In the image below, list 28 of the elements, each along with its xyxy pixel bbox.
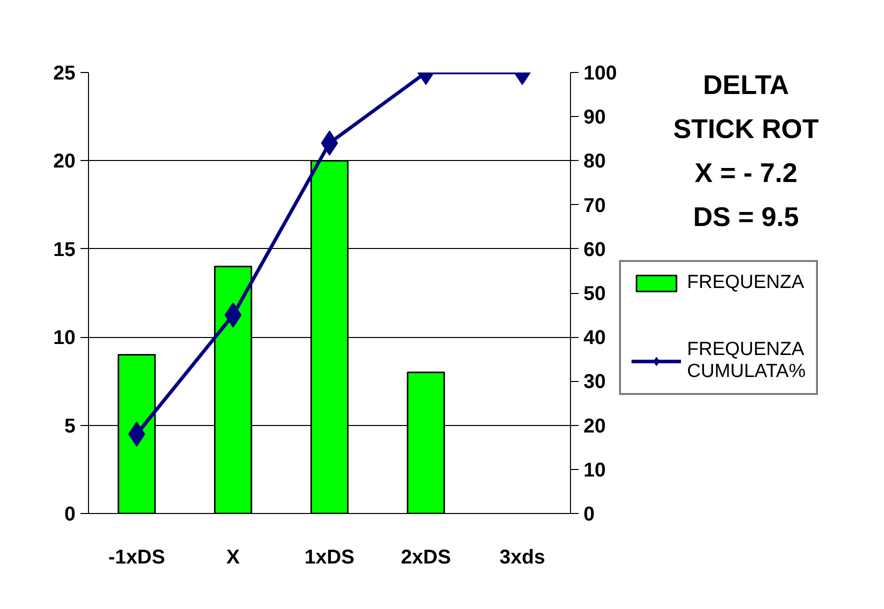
y-tick-label: 20 xyxy=(53,150,76,173)
y2-tick-label: 40 xyxy=(584,327,606,350)
y-tick-label: 15 xyxy=(53,238,76,261)
legend-label: FREQUENZA CUMULATA% xyxy=(687,339,806,383)
y-tick-label: 5 xyxy=(64,415,76,438)
text: X = - 7.2 xyxy=(694,157,798,190)
y2-tick-label: 60 xyxy=(584,238,606,261)
y2-tick-label: 20 xyxy=(584,415,606,438)
x-tick-label: X xyxy=(226,546,240,568)
text: DS = 9.5 xyxy=(692,201,800,234)
x-tick-label: 1xDS xyxy=(304,546,355,568)
y-tick-label: 25 xyxy=(53,62,76,84)
y-tick-label: 10 xyxy=(53,327,76,350)
y2-tick-label: 100 xyxy=(584,62,617,84)
x-tick-label: -1xDS xyxy=(108,546,166,568)
y2-tick-label: 70 xyxy=(584,194,606,217)
legend-label: FREQUENZA xyxy=(687,272,804,294)
text: DELTA xyxy=(702,69,790,102)
y2-tick-label: 0 xyxy=(584,504,595,526)
x-tick-label: 3xds xyxy=(500,546,546,568)
y2-tick-label: 80 xyxy=(584,150,606,173)
text: STICK ROT xyxy=(673,113,819,146)
y2-tick-label: 10 xyxy=(584,459,606,482)
y2-tick-label: 30 xyxy=(584,371,606,394)
y2-tick-label: 90 xyxy=(584,106,606,129)
x-tick-label: 2xDS xyxy=(400,546,451,568)
y2-tick-label: 50 xyxy=(584,283,606,305)
y-tick-label: 0 xyxy=(64,504,76,526)
